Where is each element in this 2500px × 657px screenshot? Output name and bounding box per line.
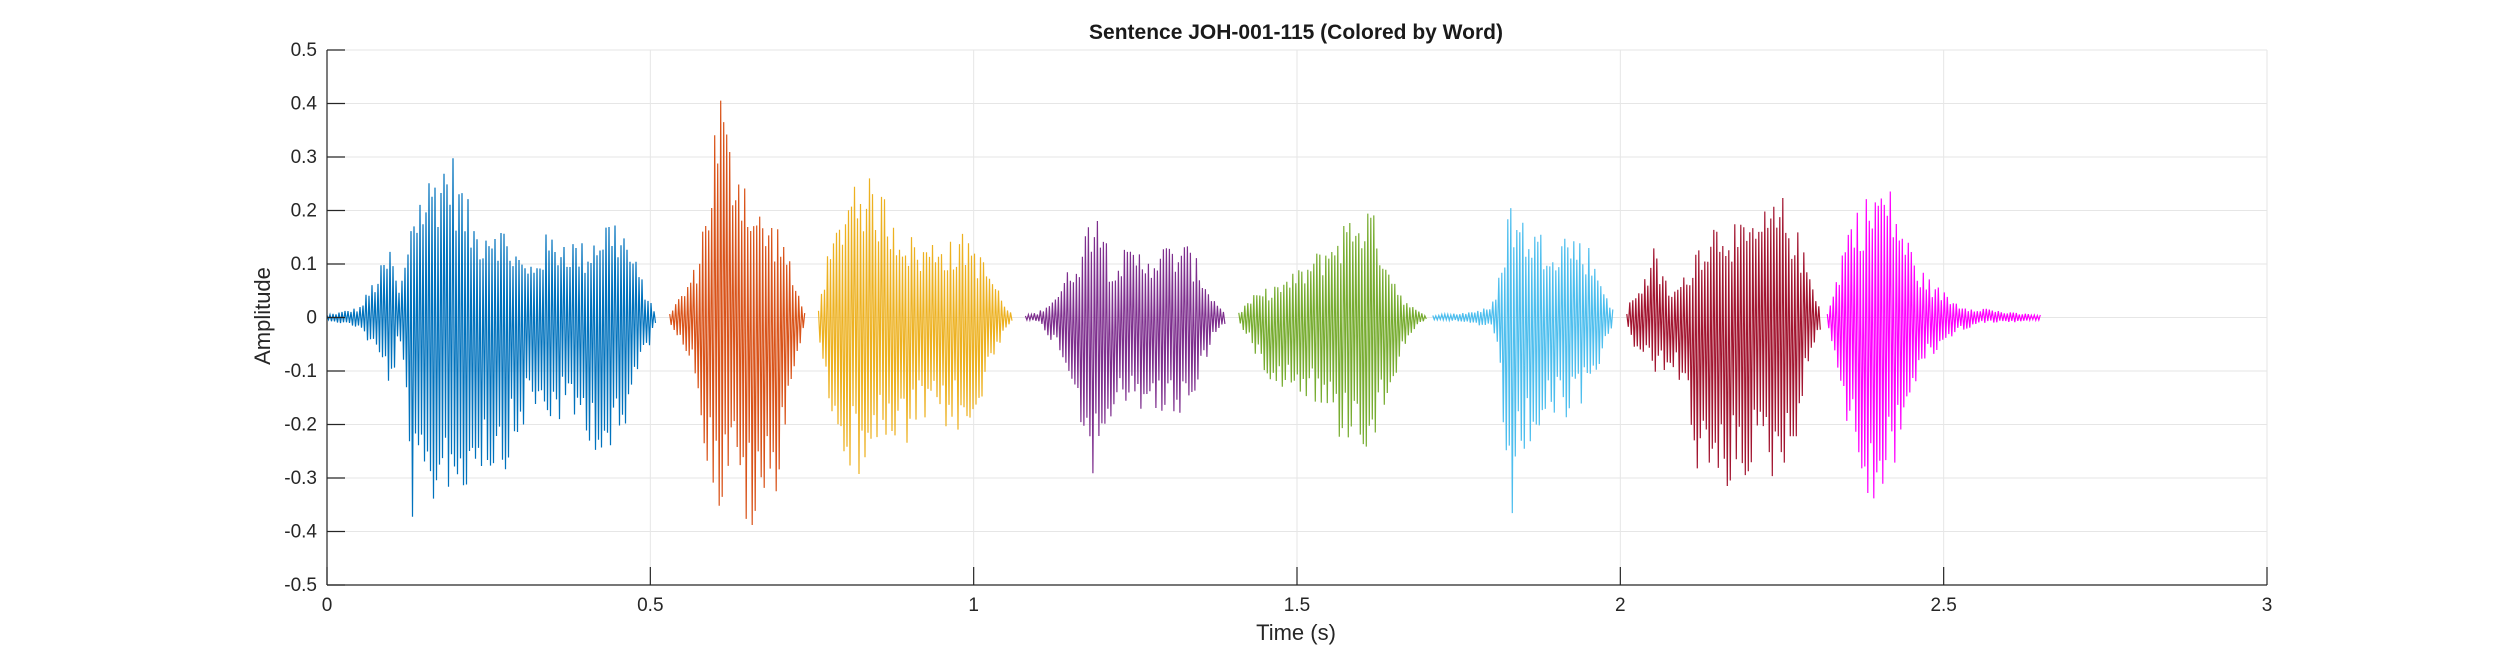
x-tick-label: 1.5 bbox=[1284, 595, 1310, 616]
y-tick-label: 0.2 bbox=[291, 201, 317, 222]
axes bbox=[326, 49, 2268, 586]
waveform-word-5 bbox=[1238, 213, 1427, 447]
x-tick-label: 0 bbox=[322, 595, 333, 616]
y-tick-label: -0.4 bbox=[284, 522, 317, 543]
x-tick-label: 2 bbox=[1615, 595, 1626, 616]
waveform-word-7 bbox=[1626, 197, 1821, 487]
y-axis-label: Amplitude bbox=[250, 267, 275, 365]
waveform-word-1 bbox=[326, 158, 657, 517]
y-tick-label: 0.4 bbox=[291, 94, 318, 115]
waveform-series bbox=[326, 100, 2041, 526]
x-tick-label: 1 bbox=[968, 595, 979, 616]
x-tick-label: 2.5 bbox=[1930, 595, 1956, 616]
y-tick-label: -0.1 bbox=[284, 361, 317, 382]
tick-labels: 0 0.5 1 1.5 2 2.5 3 -0.5 -0.4 -0.3 -0.2 -0.1 0 0.1 0.2… bbox=[284, 40, 2272, 616]
waveform-word-8 bbox=[1826, 191, 2041, 499]
y-tick-label: 0 bbox=[306, 308, 317, 329]
waveform-word-4 bbox=[1024, 220, 1226, 474]
y-tick-label: 0.5 bbox=[291, 40, 317, 61]
x-tick-label: 3 bbox=[2262, 595, 2273, 616]
waveform-word-3 bbox=[817, 178, 1013, 475]
y-tick-label: 0.3 bbox=[291, 147, 317, 168]
y-tick-label: 0.1 bbox=[291, 254, 317, 275]
y-tick-label: -0.3 bbox=[284, 468, 317, 489]
waveform-word-6 bbox=[1432, 208, 1614, 514]
y-tick-label: -0.2 bbox=[284, 415, 317, 436]
waveform-word-2 bbox=[669, 100, 806, 526]
x-tick-label: 0.5 bbox=[637, 595, 663, 616]
y-tick-label: -0.5 bbox=[284, 575, 317, 596]
x-axis-label: Time (s) bbox=[1256, 620, 1336, 645]
chart-title: Sentence JOH-001-115 (Colored by Word) bbox=[1089, 21, 1503, 44]
